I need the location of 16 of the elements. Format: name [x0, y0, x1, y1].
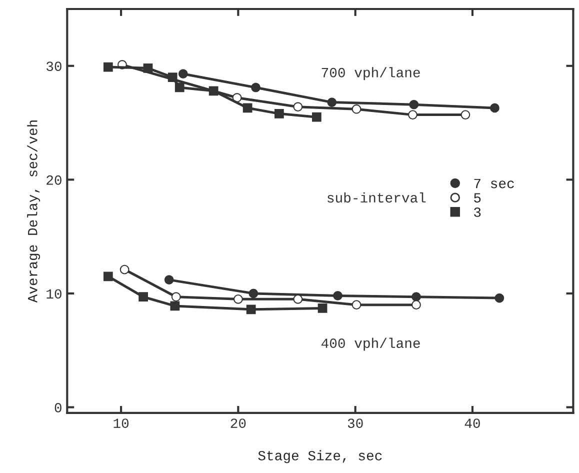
y-tick-label: 0 [54, 402, 62, 412]
y-axis-title: Average Delay, sec/veh [27, 120, 40, 303]
x-tick-label: 30 [348, 418, 363, 428]
x-axis-title: Stage Size, sec [258, 450, 382, 464]
y-tick-label: 30 [46, 62, 62, 72]
legend-label: 7 sec [474, 178, 514, 188]
annotation: 400 vph/lane [321, 338, 420, 351]
x-tick-label: 20 [230, 418, 246, 428]
x-tick-label: 10 [114, 418, 129, 428]
legend-label: 5 [474, 193, 481, 203]
legend-title: sub-interval [328, 192, 426, 203]
annotation: 700 vph/lane [322, 67, 420, 80]
y-tick-label: 20 [46, 175, 62, 185]
legend-label: 3 [474, 207, 481, 217]
y-tick-label: 10 [46, 289, 62, 299]
x-tick-label: 40 [464, 418, 480, 428]
